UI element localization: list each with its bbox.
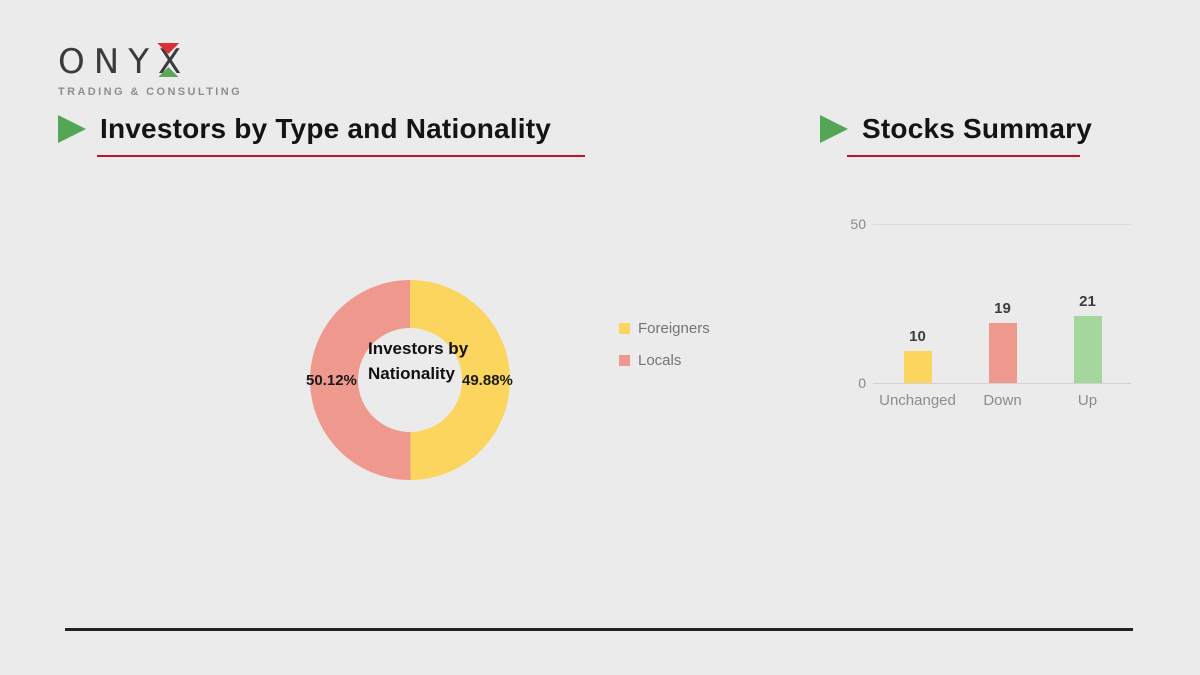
legend-item-foreigners: Foreigners xyxy=(619,320,710,337)
bar-category-label: Down xyxy=(983,392,1022,409)
bar-gridline-50 xyxy=(873,224,1131,225)
section-marker-icon xyxy=(58,115,86,143)
logo-wordmark: ONY X xyxy=(58,42,242,82)
legend-label-locals: Locals xyxy=(638,352,682,369)
bar-group: 10 Unchanged xyxy=(875,224,960,409)
bar-rect xyxy=(988,322,1017,383)
donut-legend: Foreigners Locals xyxy=(619,320,710,369)
donut-hole xyxy=(358,328,462,432)
y-tick-50: 50 xyxy=(850,216,866,232)
legend-swatch-foreigners xyxy=(619,323,630,334)
bar-axis-baseline xyxy=(873,383,1131,384)
section-title-stocks: Stocks Summary xyxy=(862,113,1093,144)
legend-label-foreigners: Foreigners xyxy=(638,320,710,337)
onyx-logo: ONY X TRADING & CONSULTING xyxy=(58,42,242,98)
logo-tagline: TRADING & CONSULTING xyxy=(58,86,243,98)
bar-group: 19 Down xyxy=(960,224,1045,409)
heading-underline-left xyxy=(97,155,585,157)
stocks-bar-chart: 10 Unchanged 19 Down 21 Up xyxy=(875,224,1130,409)
logo-x-letter: X xyxy=(156,42,181,82)
bar-rect xyxy=(903,351,932,383)
legend-item-locals: Locals xyxy=(619,352,710,369)
bar-group: 21 Up xyxy=(1045,224,1130,409)
investors-donut-chart: Investors by Nationality xyxy=(310,280,510,480)
bar-value-label: 19 xyxy=(994,299,1011,317)
legend-swatch-locals xyxy=(619,355,630,366)
heading-underline-right xyxy=(847,155,1080,157)
bar-rect xyxy=(1073,316,1102,383)
section-marker-icon xyxy=(820,115,848,143)
bar-category-label: Up xyxy=(1077,392,1098,409)
bar-category-label: Unchanged xyxy=(879,392,956,409)
bar-value-label: 10 xyxy=(909,328,926,346)
bar-value-label: 21 xyxy=(1079,293,1096,311)
pie-label-locals: 50.12% xyxy=(306,372,357,389)
section-title-investors: Investors by Type and Nationality xyxy=(100,113,552,144)
donut-center-label: Investors by Nationality xyxy=(368,339,469,383)
section-heading-stocks: Stocks Summary xyxy=(820,113,1092,145)
logo-green-triangle-icon xyxy=(158,67,179,77)
logo-letters: ONY xyxy=(58,42,158,82)
y-tick-0: 0 xyxy=(858,375,866,391)
logo-red-triangle-icon xyxy=(156,43,179,54)
pie-label-foreigners: 49.88% xyxy=(462,372,513,389)
bottom-divider xyxy=(65,628,1133,631)
section-heading-investors: Investors by Type and Nationality xyxy=(58,113,551,145)
